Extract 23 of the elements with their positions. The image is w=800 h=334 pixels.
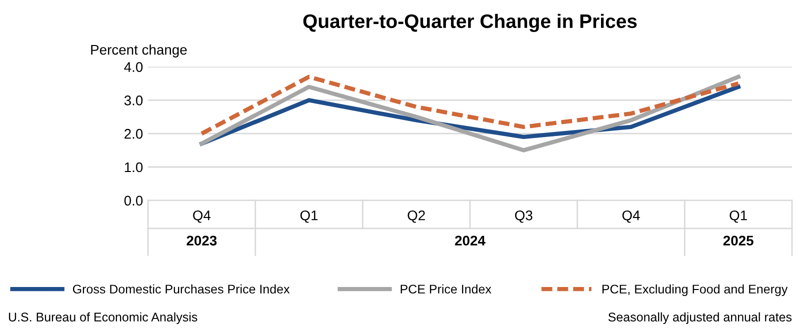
chart-title: Quarter-to-Quarter Change in Prices xyxy=(303,14,637,32)
text: 2024 xyxy=(455,236,486,246)
y-tick-label: 1.0 xyxy=(124,162,143,172)
legend-label: PCE, Excluding Food and Energy xyxy=(602,284,788,296)
y-tick-label: 4.0 xyxy=(124,62,143,72)
legend-label: Gross Domestic Purchases Price Index xyxy=(72,284,290,294)
y-tick-label: 2.0 xyxy=(124,128,143,139)
x-tick-label: Q4 xyxy=(622,210,640,223)
text: Seasonally adjusted annual rates xyxy=(608,312,792,324)
line-series xyxy=(200,74,740,152)
y-axis-title: Percent change xyxy=(91,44,187,58)
text: 2023 xyxy=(186,236,217,246)
x-tick-label: Q1 xyxy=(300,210,318,223)
y-tick-label: 3.0 xyxy=(124,96,143,106)
legend-label: PCE Price Index xyxy=(400,284,492,294)
x-tick-label: Q3 xyxy=(515,210,532,223)
x-tick-label: Q1 xyxy=(730,210,747,223)
y-tick-label: 0.0 xyxy=(124,196,143,206)
text: U.S. Bureau of Economic Analysis xyxy=(8,312,198,324)
text: 2025 xyxy=(723,236,754,246)
x-tick-label: Q2 xyxy=(408,210,425,223)
x-tick-label: Q4 xyxy=(193,210,211,223)
line-series xyxy=(200,74,740,136)
